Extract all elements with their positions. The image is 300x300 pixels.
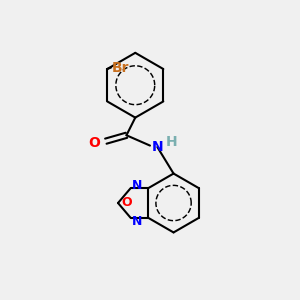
Text: N: N: [132, 215, 142, 228]
Text: N: N: [152, 140, 163, 154]
Text: H: H: [166, 135, 178, 149]
Text: O: O: [122, 196, 132, 209]
Text: O: O: [89, 136, 100, 150]
Text: Br: Br: [112, 61, 129, 75]
Text: N: N: [132, 179, 142, 192]
